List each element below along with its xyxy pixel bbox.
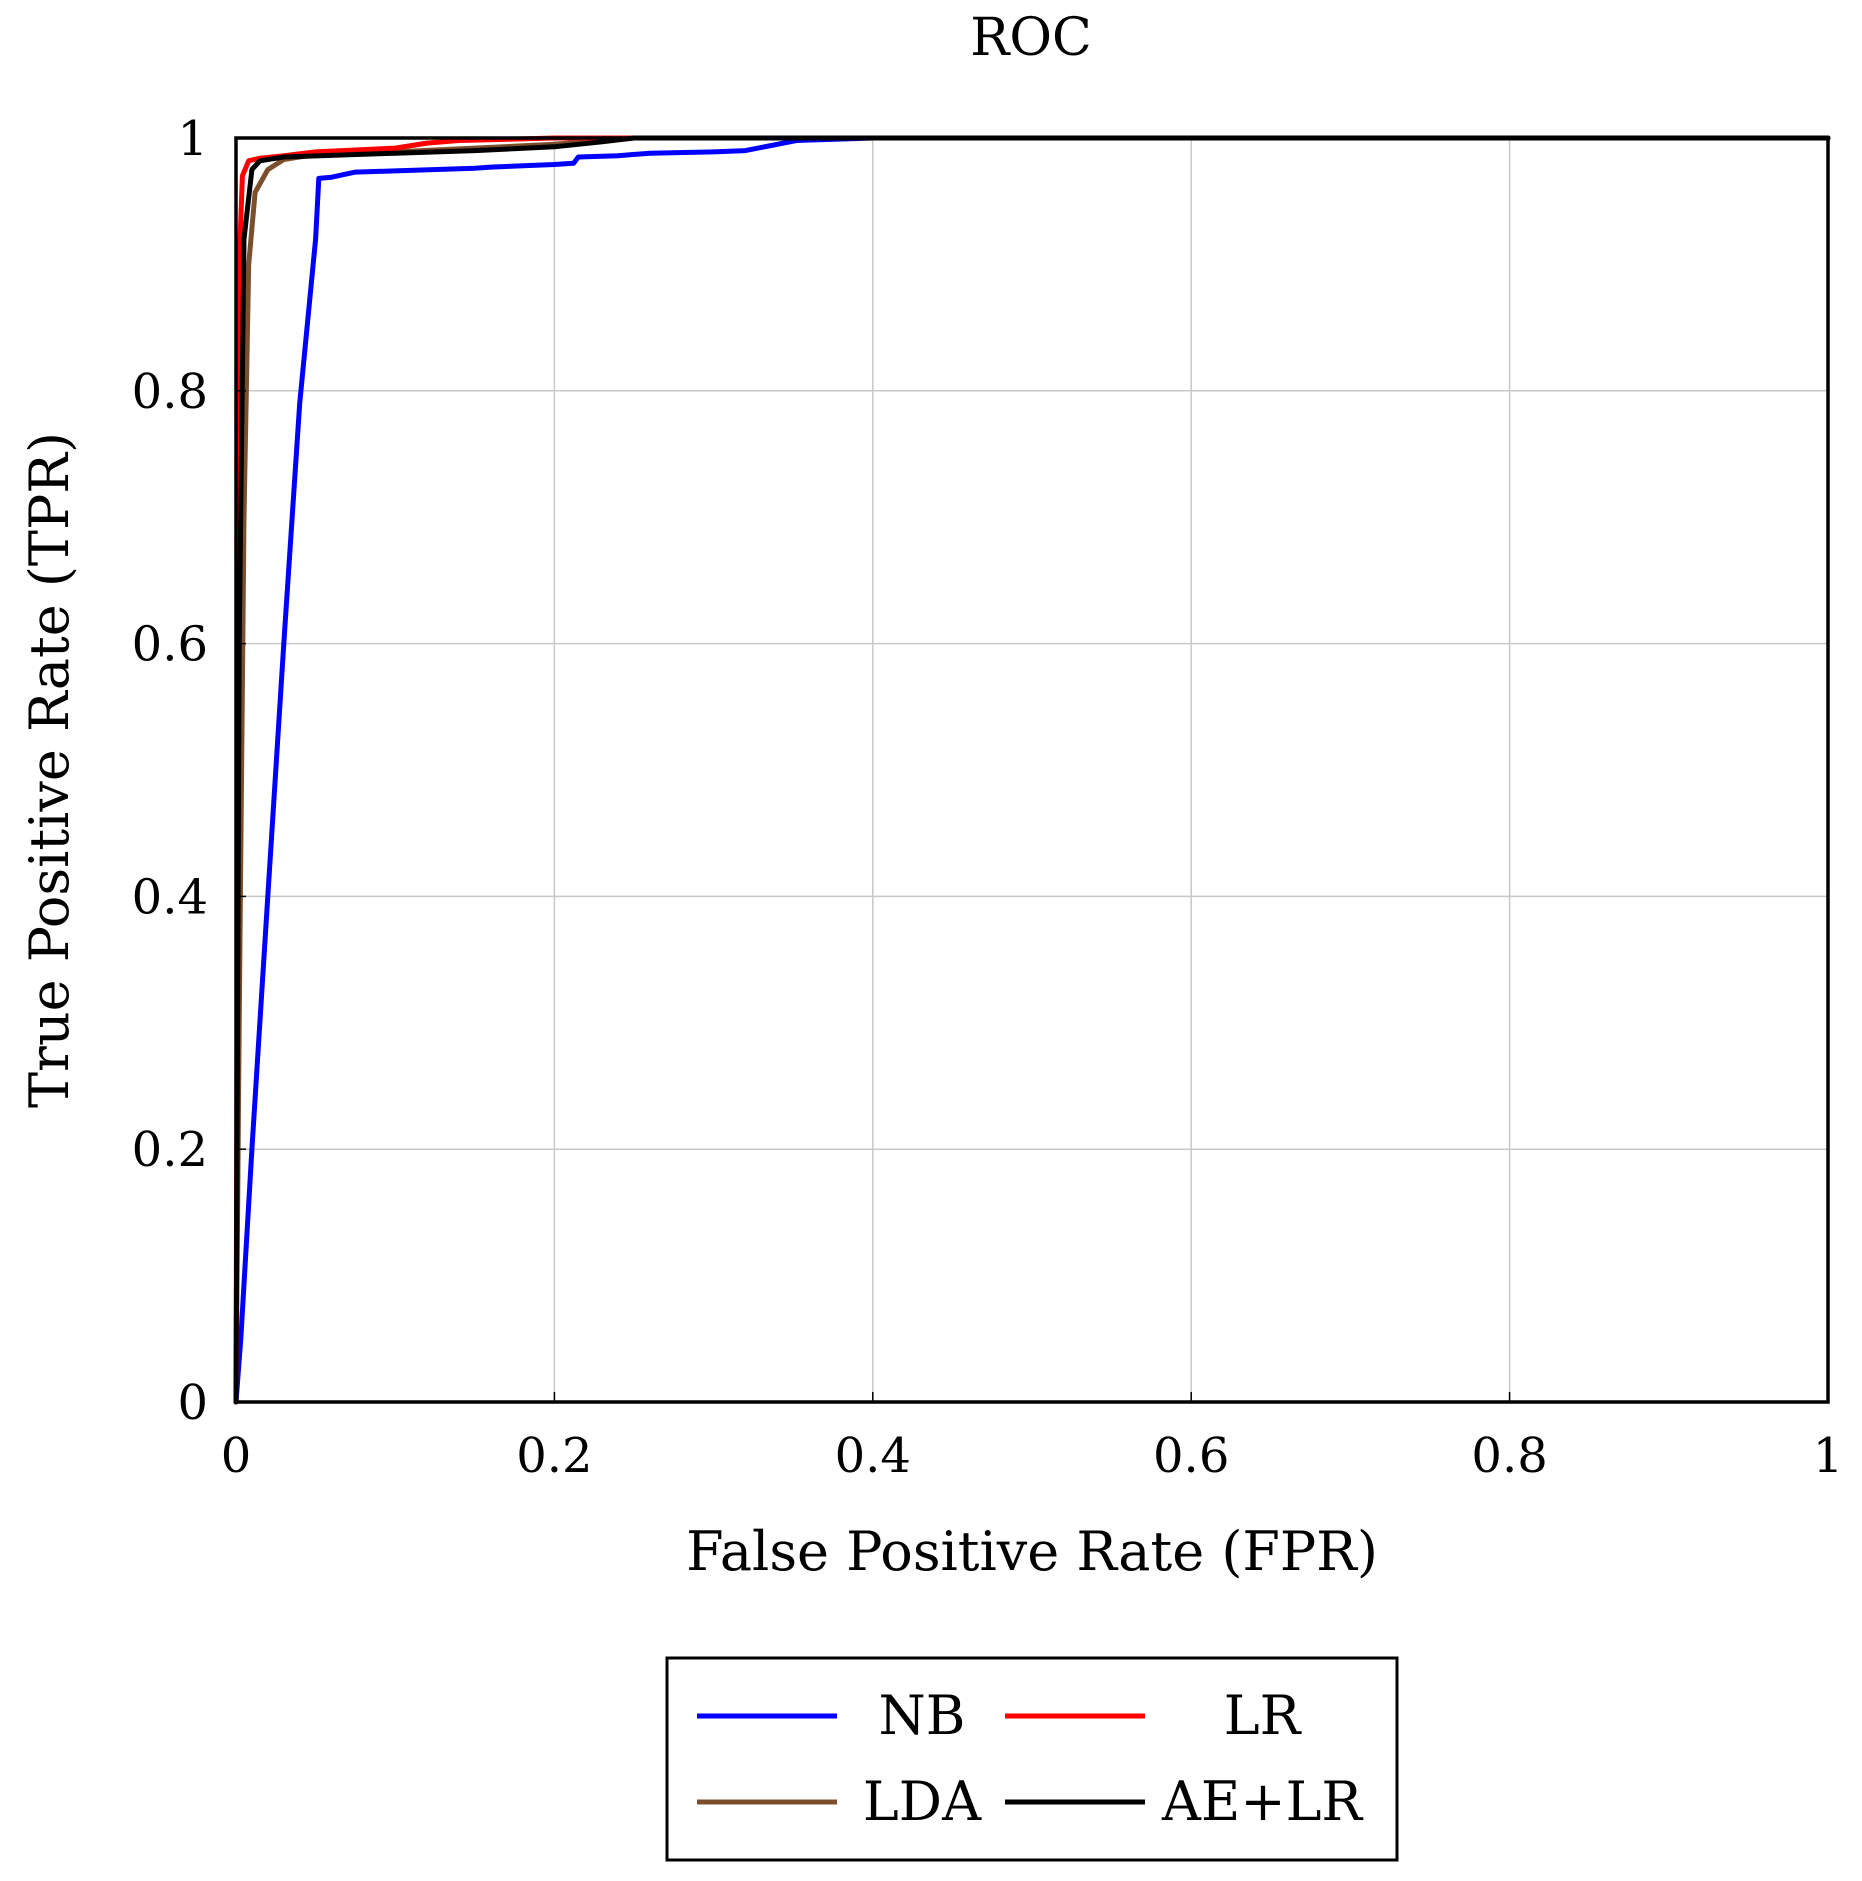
x-ticks: 0 0.2 0.4 0.6 0.8 1 xyxy=(221,1392,1844,1484)
legend-label-lda: LDA xyxy=(863,1770,982,1833)
legend-label-nb: NB xyxy=(879,1684,966,1747)
x-tick-label: 0.4 xyxy=(835,1428,911,1484)
legend-label-lr: LR xyxy=(1224,1684,1302,1747)
legend: NB LR LDA AE+LR xyxy=(665,1656,1399,1862)
series-line-lr xyxy=(233,135,1831,1405)
series-line-ae-lr xyxy=(233,135,1831,1405)
plot-frame xyxy=(234,136,1830,1404)
y-ticks: 0 0.2 0.4 0.6 0.8 1 xyxy=(132,111,246,1431)
x-tick-label: 0 xyxy=(221,1428,252,1484)
chart-title: ROC xyxy=(970,8,1092,68)
x-tick-label: 0.6 xyxy=(1153,1428,1229,1484)
x-axis-label: False Positive Rate (FPR) xyxy=(686,1520,1378,1583)
series-line-nb xyxy=(233,135,1831,1405)
legend-label-ae-lr: AE+LR xyxy=(1161,1770,1364,1833)
y-tick-label: 1 xyxy=(177,111,208,167)
y-axis-label: True Positive Rate (TPR) xyxy=(18,432,81,1108)
y-tick-label: 0.2 xyxy=(132,1122,208,1178)
y-tick-label: 0.4 xyxy=(132,869,208,925)
series-lines xyxy=(233,135,1831,1405)
y-tick-label: 0.6 xyxy=(132,617,208,673)
y-tick-label: 0 xyxy=(177,1375,208,1431)
legend-box xyxy=(665,1656,1399,1862)
x-tick-label: 0.8 xyxy=(1471,1428,1547,1484)
grid xyxy=(235,137,1829,1403)
x-tick-label: 1 xyxy=(1813,1428,1844,1484)
x-tick-label: 0.2 xyxy=(516,1428,592,1484)
series-line-lda xyxy=(233,135,1831,1405)
y-tick-label: 0.8 xyxy=(132,364,208,420)
